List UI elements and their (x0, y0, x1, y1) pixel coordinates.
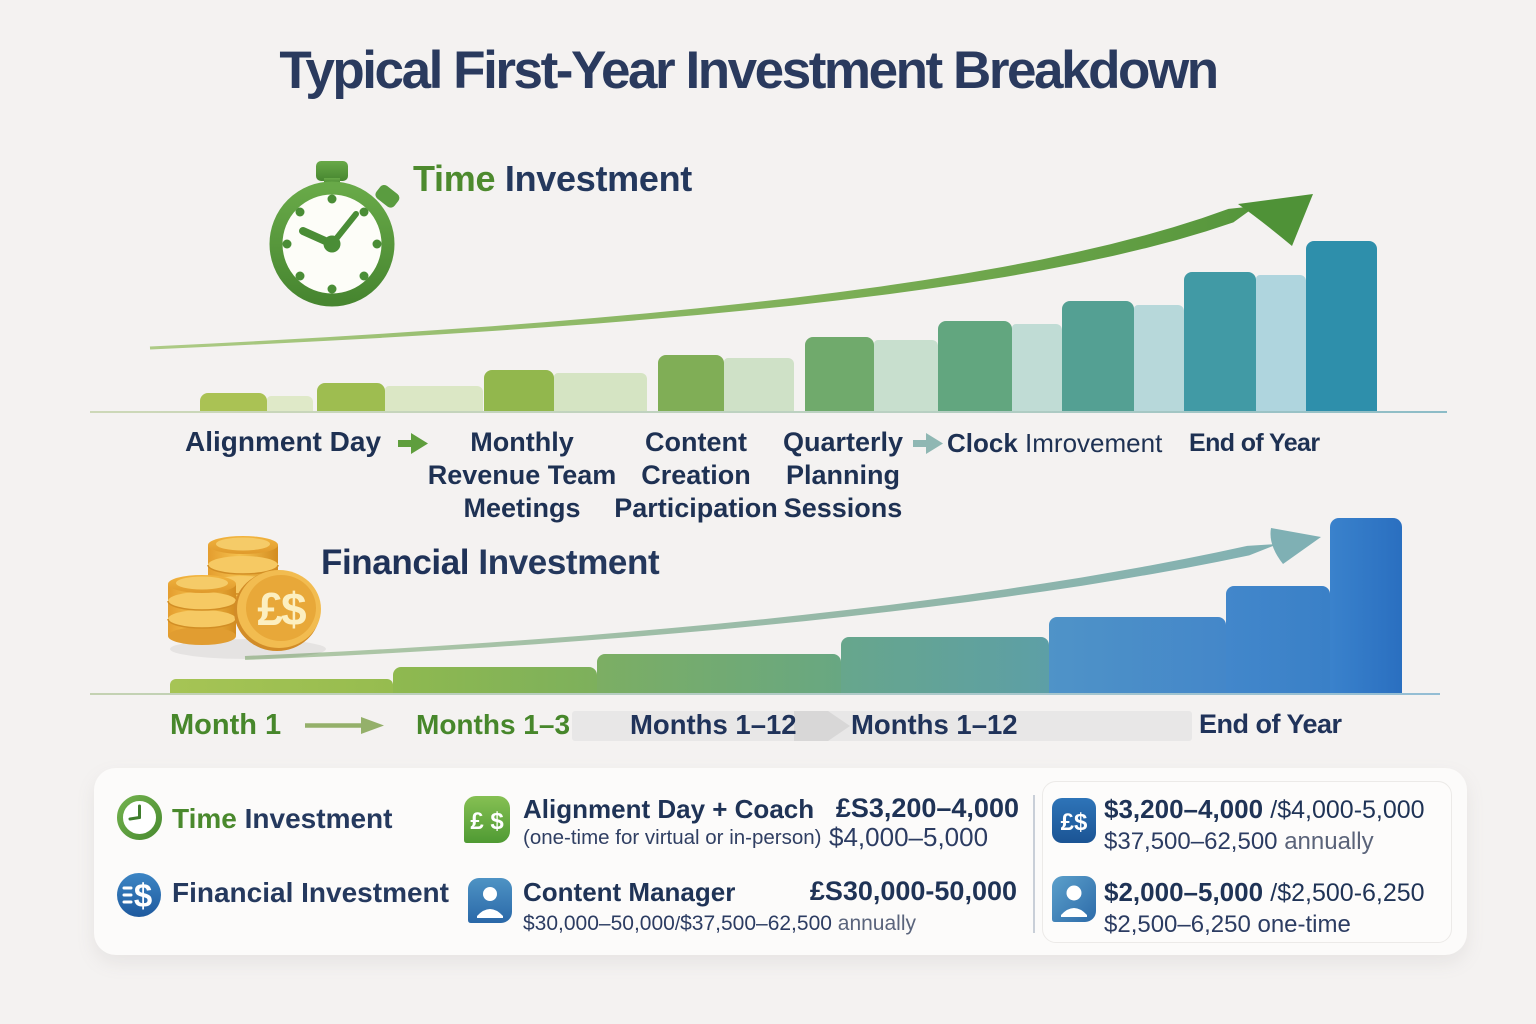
svg-text:£ $: £ $ (470, 808, 504, 835)
svg-text:$: $ (134, 877, 152, 914)
svg-text:£$: £$ (1061, 809, 1088, 836)
svg-text:£$: £$ (257, 583, 306, 635)
